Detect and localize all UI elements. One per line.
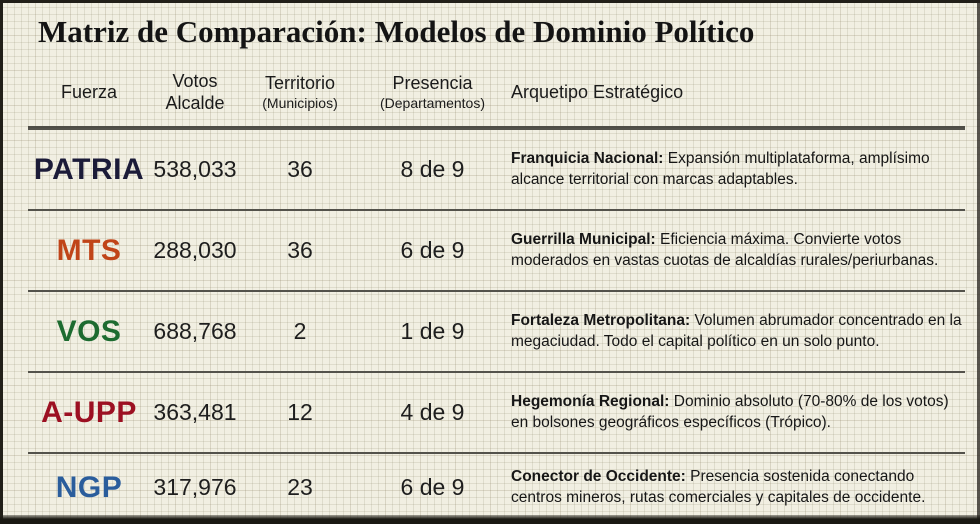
votes-value: 538,033 bbox=[153, 156, 237, 183]
party-name: MTS bbox=[56, 233, 122, 267]
archetype-name: Guerrilla Municipal: bbox=[511, 231, 656, 249]
archetype-desc: Eficiencia máxima. Convierte votos moder… bbox=[511, 231, 939, 269]
votes-value: 363,481 bbox=[153, 399, 237, 426]
archetype-desc: Expansión multiplataforma, amplísimo alc… bbox=[511, 150, 930, 188]
screen-edge-top bbox=[0, 0, 980, 3]
territory-value: 36 bbox=[287, 156, 313, 183]
header-presencia-label: Presencia bbox=[392, 73, 473, 94]
archetype-name: Franquicia Nacional: bbox=[511, 150, 664, 168]
archetype-text: Hegemonía Regional: Dominio absoluto (70… bbox=[505, 392, 965, 433]
table-row-ngp: NGP 317,976 23 6 de 9 Conector de Occide… bbox=[28, 452, 965, 521]
table-row-mts: MTS 288,030 36 6 de 9 Guerrilla Municipa… bbox=[28, 209, 965, 290]
page-title: Matriz de Comparación: Modelos de Domini… bbox=[38, 14, 755, 49]
archetype-text: Fortaleza Metropolitana: Volumen abrumad… bbox=[505, 311, 965, 352]
header-territorio-sub: (Municipios) bbox=[262, 94, 338, 111]
presence-value: 4 de 9 bbox=[400, 399, 465, 426]
header-arquetipo: Arquetipo Estratégico bbox=[511, 81, 684, 102]
territory-value: 2 bbox=[293, 318, 307, 345]
header-votos: Votos Alcalde bbox=[150, 70, 240, 115]
party-name: VOS bbox=[56, 314, 122, 348]
header-presencia: Presencia (Departamentos) bbox=[360, 72, 505, 112]
presence-value: 6 de 9 bbox=[400, 474, 465, 501]
archetype-desc: Volumen abrumador concentrado en la mega… bbox=[511, 312, 962, 350]
presence-value: 1 de 9 bbox=[400, 318, 465, 345]
territory-value: 36 bbox=[287, 237, 313, 264]
screen-edge-left bbox=[0, 0, 3, 524]
archetype-desc: Dominio absoluto (70-80% de los votos) e… bbox=[511, 393, 949, 431]
votes-value: 317,976 bbox=[153, 474, 237, 501]
votes-value: 288,030 bbox=[153, 237, 237, 264]
territory-value: 12 bbox=[287, 399, 313, 426]
archetype-desc: Presencia sostenida conectando centros m… bbox=[511, 468, 926, 506]
comparison-table: Fuerza Votos Alcalde Territorio (Municip… bbox=[28, 50, 965, 521]
table-row-patria: PATRIA 538,033 36 8 de 9 Franquicia Naci… bbox=[28, 128, 965, 209]
header-votos-line1: Votos bbox=[172, 70, 218, 91]
table-row-aupp: A-UPP 363,481 12 4 de 9 Hegemonía Region… bbox=[28, 371, 965, 452]
party-name: A-UPP bbox=[41, 395, 137, 429]
presence-value: 8 de 9 bbox=[400, 156, 465, 183]
screen-edge-bottom bbox=[0, 515, 980, 524]
archetype-text: Franquicia Nacional: Expansión multiplat… bbox=[505, 149, 965, 190]
header-votos-line2: Alcalde bbox=[165, 93, 225, 114]
header-presencia-sub: (Departamentos) bbox=[379, 94, 486, 111]
header-fuerza: Fuerza bbox=[60, 81, 118, 102]
screen-edge-right bbox=[977, 0, 980, 524]
archetype-name: Conector de Occidente: bbox=[511, 468, 686, 486]
territory-value: 23 bbox=[287, 474, 313, 501]
presence-value: 6 de 9 bbox=[400, 237, 465, 264]
archetype-text: Conector de Occidente: Presencia sosteni… bbox=[505, 467, 965, 508]
archetype-name: Fortaleza Metropolitana: bbox=[511, 312, 691, 330]
table-row-vos: VOS 688,768 2 1 de 9 Fortaleza Metropoli… bbox=[28, 290, 965, 371]
table-header-row: Fuerza Votos Alcalde Territorio (Municip… bbox=[28, 50, 965, 129]
votes-value: 688,768 bbox=[153, 318, 237, 345]
party-name: NGP bbox=[55, 470, 123, 504]
archetype-text: Guerrilla Municipal: Eficiencia máxima. … bbox=[505, 230, 965, 271]
header-territorio: Territorio (Municipios) bbox=[240, 72, 360, 112]
header-territorio-label: Territorio bbox=[264, 73, 335, 94]
archetype-name: Hegemonía Regional: bbox=[511, 393, 670, 411]
party-name: PATRIA bbox=[33, 152, 145, 186]
